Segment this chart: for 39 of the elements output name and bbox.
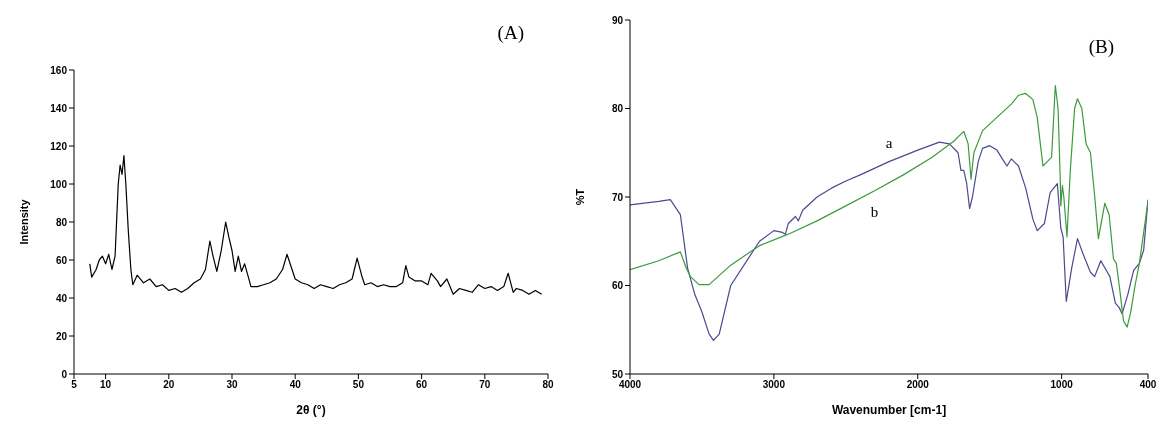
- x-tick-label: 50: [352, 379, 365, 391]
- y-tick-label: 80: [611, 103, 624, 115]
- y-tick-label: 50: [611, 368, 624, 380]
- x-tick-label: 30: [226, 379, 238, 391]
- series-label: a: [885, 134, 893, 151]
- y-tick-label: 40: [55, 292, 68, 304]
- x-tick-label: 3000: [762, 379, 786, 391]
- y-tick-label: 60: [55, 254, 68, 266]
- x-axis-title: 2θ (°): [296, 403, 326, 417]
- x-tick-label: 10: [100, 379, 112, 391]
- series-label: b: [870, 203, 879, 220]
- x-tick-label: 80: [542, 379, 554, 391]
- x-tick-label: 1000: [1050, 379, 1074, 391]
- x-tick-label: 5: [71, 379, 78, 391]
- y-tick-label: 0: [61, 368, 68, 380]
- y-tick-label: 100: [50, 178, 68, 190]
- y-tick-label: 20: [55, 330, 68, 342]
- x-tick-label: 20: [163, 379, 175, 391]
- text: (B): [1088, 36, 1114, 58]
- x-tick-label: 60: [416, 379, 428, 391]
- line-series: [630, 84, 1148, 328]
- line-series: [630, 141, 1148, 341]
- y-tick-label: 160: [50, 64, 68, 76]
- y-tick-label: 70: [611, 191, 624, 203]
- x-tick-label: 40: [289, 379, 302, 391]
- chart-title: (A): [497, 22, 524, 44]
- x-tick-label: 2000: [906, 379, 930, 391]
- x-tick-label: 70: [479, 379, 491, 391]
- line-series: [89, 154, 543, 295]
- y-axis-title: Intensity: [17, 198, 30, 245]
- y-tick-label: 60: [611, 280, 624, 292]
- x-tick-label: 4000: [618, 379, 642, 391]
- y-tick-label: 140: [50, 102, 68, 114]
- y-axis-title: %T: [573, 188, 586, 206]
- y-tick-label: 80: [55, 216, 68, 228]
- x-axis-title: Wavenumber [cm-1]: [831, 403, 947, 417]
- y-tick-label: 90: [611, 14, 624, 26]
- x-tick-label: 400: [1139, 379, 1157, 391]
- y-tick-label: 120: [50, 140, 68, 152]
